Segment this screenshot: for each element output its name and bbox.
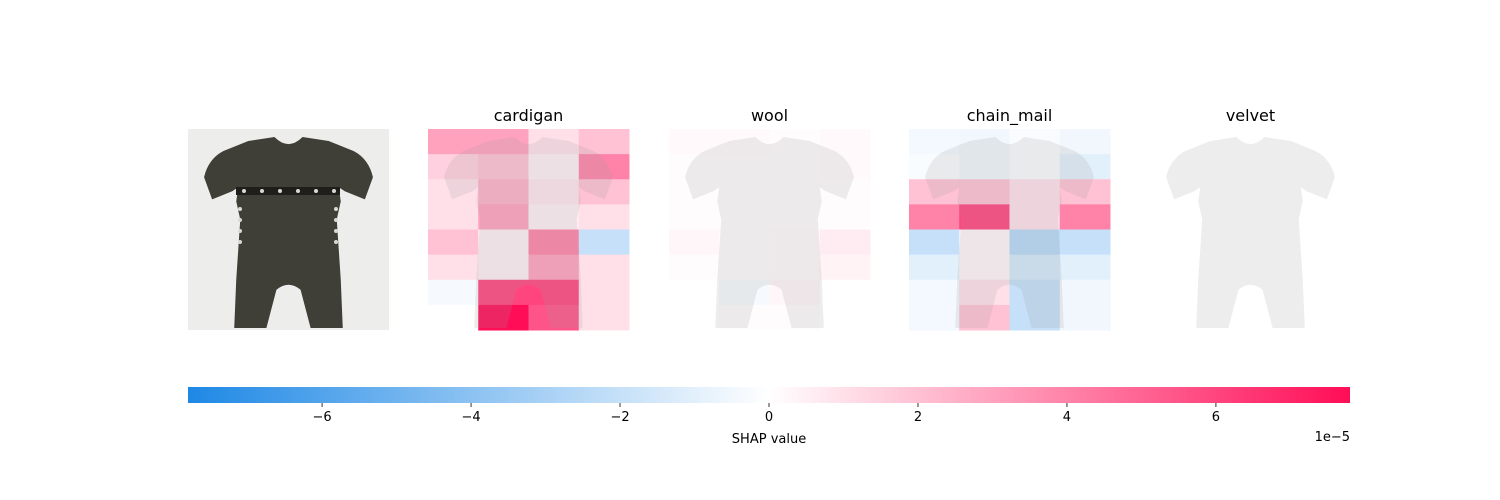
panel-title: velvet (1226, 106, 1275, 125)
panel-title: cardigan (494, 106, 564, 125)
colorbar-tick-label: −2 (610, 410, 629, 425)
button-dot (334, 207, 338, 211)
button-dot (314, 189, 318, 193)
button-dot (296, 189, 300, 193)
panel-title: wool (751, 106, 788, 125)
shap-cell (1059, 254, 1111, 281)
button-dot (332, 189, 336, 193)
shap-cell (428, 254, 479, 281)
shap-cell (578, 229, 630, 256)
panel-title: chain_mail (967, 106, 1053, 126)
shap-cell (909, 254, 960, 281)
waistband (236, 187, 340, 195)
shap-cell (1150, 254, 1201, 281)
colorbar-gradient (188, 387, 1350, 403)
shap-cell (1300, 254, 1352, 281)
shap-cell (669, 204, 720, 231)
shap-cell (578, 279, 630, 306)
shap-cell (1150, 229, 1201, 256)
shap-cell (819, 229, 871, 256)
shap-cell (819, 204, 871, 231)
shap-cell (1059, 229, 1111, 256)
shap-cell (578, 304, 630, 331)
colorbar-tick-label: 0 (765, 410, 773, 425)
button-dot (238, 218, 242, 222)
shap-cell (1150, 279, 1201, 306)
shap-cell (1150, 304, 1201, 331)
button-dot (334, 240, 338, 244)
shap-cell (428, 204, 479, 231)
button-dot (238, 240, 242, 244)
shap-cell (669, 254, 720, 281)
shap-cell (1150, 204, 1201, 231)
button-dot (260, 189, 264, 193)
shap-cell (1059, 204, 1111, 231)
button-dot (334, 229, 338, 233)
button-dot (242, 189, 246, 193)
shap-cell (909, 229, 960, 256)
button-dot (238, 229, 242, 233)
panel-velvet: velvet (1150, 106, 1352, 331)
panel-chain_mail: chain_mail (909, 106, 1111, 331)
colorbar-tick-label: −6 (312, 410, 331, 425)
panel-cardigan: cardigan (428, 106, 630, 331)
colorbar-offset-label: 1e−5 (1315, 430, 1350, 445)
shap-cell (1059, 304, 1111, 331)
shap-cell (1300, 204, 1352, 231)
panels: cardigan wool chain_mail velvet (188, 106, 1352, 331)
shap-cell (428, 304, 479, 331)
shap-cell (669, 304, 720, 331)
shap-cell (909, 304, 960, 331)
shap-cell (819, 304, 871, 331)
colorbar-tick-label: 6 (1212, 410, 1220, 425)
colorbar-tick-label: −4 (461, 410, 480, 425)
shap-cell (1300, 229, 1352, 256)
shap-cell (909, 279, 960, 306)
colorbar-label: SHAP value (732, 432, 806, 447)
shap-cell (428, 279, 479, 306)
shap-cell (1300, 279, 1352, 306)
shap-cell (669, 279, 720, 306)
shap-cell (578, 204, 630, 231)
shap-cell (1059, 279, 1111, 306)
shap-cell (428, 229, 479, 256)
shap-cell (909, 204, 960, 231)
shap-cell (819, 279, 871, 306)
colorbar-tick-label: 4 (1063, 410, 1071, 425)
colorbar-tick-label: 2 (914, 410, 922, 425)
colorbar: −6 −4 −2 0 2 4 6 SHAP value 1e−5 (188, 387, 1350, 447)
shap-cell (669, 229, 720, 256)
panel-wool: wool (669, 106, 871, 331)
panel-original (188, 129, 389, 330)
button-dot (278, 189, 282, 193)
shap-cell (578, 254, 630, 281)
button-dot (238, 207, 242, 211)
button-dot (334, 218, 338, 222)
shap-cell (1300, 304, 1352, 331)
shap-cell (819, 254, 871, 281)
